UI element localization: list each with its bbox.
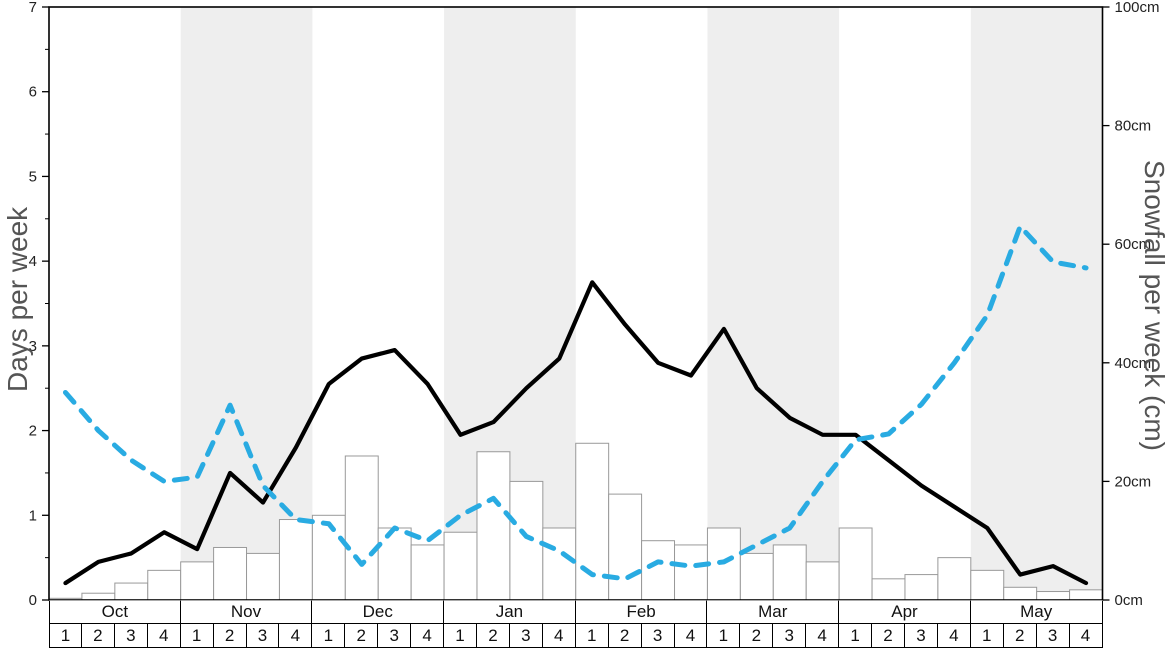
svg-text:1: 1 bbox=[29, 507, 37, 524]
svg-text:6: 6 bbox=[29, 84, 37, 101]
svg-text:0cm: 0cm bbox=[1115, 592, 1143, 609]
svg-text:2: 2 bbox=[29, 423, 37, 440]
svg-text:5: 5 bbox=[29, 168, 37, 185]
svg-text:20cm: 20cm bbox=[1115, 473, 1152, 490]
svg-text:100cm: 100cm bbox=[1115, 0, 1160, 16]
svg-text:80cm: 80cm bbox=[1115, 118, 1152, 135]
svg-text:7: 7 bbox=[29, 0, 37, 16]
svg-text:0: 0 bbox=[29, 592, 37, 609]
